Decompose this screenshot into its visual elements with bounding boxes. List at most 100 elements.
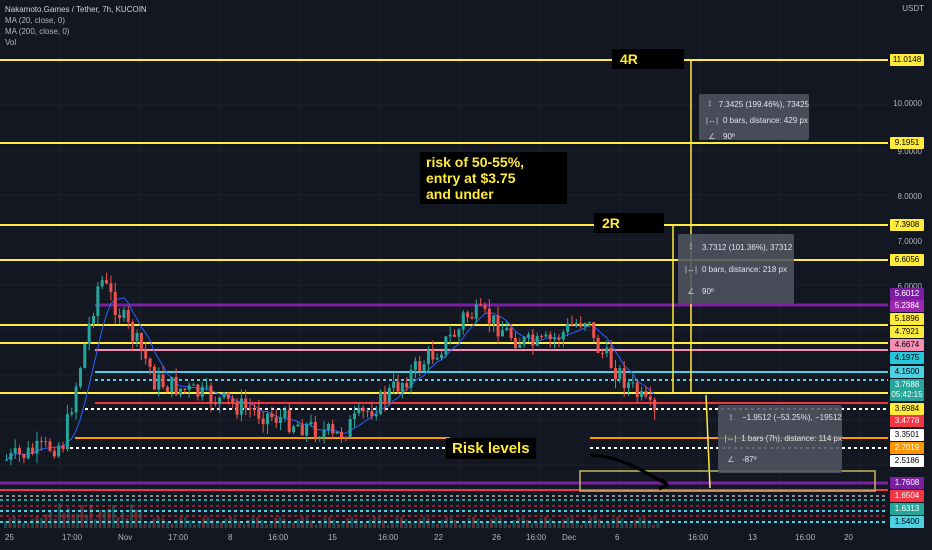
time-tick: Dec (562, 533, 577, 542)
volume-legend[interactable]: Vol (5, 38, 17, 47)
range-icon: ⟟ (689, 242, 693, 251)
candle-body (609, 347, 613, 368)
risk-note[interactable]: risk of 50-55%, entry at $3.75 and under (420, 152, 567, 204)
volume-bar (620, 518, 624, 528)
measure-tooltip-4r[interactable]: ⟟ 7.3425 (199.46%), 73425 |↔| 0 bars, dist… (699, 94, 809, 141)
time-tick: 16:00 (526, 533, 547, 542)
candle-body (644, 391, 648, 397)
2r-label[interactable]: 2R (594, 213, 664, 233)
price-label: 1.6313 (890, 503, 924, 515)
candle-body (435, 357, 439, 360)
volume-bar (494, 517, 498, 528)
volume-bar (215, 522, 219, 528)
volume-bar (539, 518, 543, 528)
volume-bar (364, 523, 367, 528)
bars-icon: |↔| (684, 264, 698, 274)
ma-200-legend[interactable]: MA (200, close, 0) (5, 27, 70, 36)
volume-bar (616, 517, 619, 528)
candle-body (122, 309, 126, 319)
volume-bar (256, 517, 259, 528)
candle-body (222, 392, 226, 398)
candle-body (326, 423, 330, 430)
volume-bar (26, 522, 30, 528)
volume-bar (193, 524, 196, 528)
measure-tooltip-2r[interactable]: ⟟ 3.7312 (101.36%), 37312 |↔| 0 bars, dist… (678, 234, 794, 304)
volume-bar (386, 524, 390, 528)
time-tick: 13 (748, 533, 757, 542)
volume-bar (107, 508, 111, 528)
candle-body (61, 445, 65, 450)
volume-bar (103, 510, 106, 528)
volume-bar (292, 522, 295, 528)
volume-bar (134, 509, 138, 528)
time-tick: 16:00 (378, 533, 399, 542)
candle-body (305, 424, 309, 436)
volume-bar (67, 507, 70, 528)
candle-body (135, 333, 139, 342)
candle-body (257, 409, 261, 419)
measure-tooltip-risk[interactable]: ⟟ −1.9512 (−53.25%), −19512 |↔| 1 bars (7h… (718, 405, 842, 473)
candle-body (300, 424, 304, 436)
volume-bar (278, 517, 282, 528)
volume-bar (368, 519, 372, 528)
candle-body (22, 454, 26, 459)
candle-body (92, 316, 95, 324)
volume-bar (404, 519, 408, 528)
candle-body (631, 382, 635, 384)
price-label: 4.1500 (890, 366, 924, 378)
candle-body (48, 441, 52, 451)
candle-body (470, 317, 474, 319)
candle-body (100, 280, 104, 287)
candle-body (396, 381, 400, 392)
candle-body (635, 382, 639, 397)
volume-bar (566, 517, 570, 528)
currency-label[interactable]: USDT (902, 4, 924, 13)
volume-bar (197, 520, 201, 528)
volume-bar (431, 521, 435, 528)
volume-bar (310, 520, 313, 528)
candle-body (339, 431, 343, 438)
price-label: 7.3908 (890, 219, 924, 231)
volume-bar (22, 522, 25, 528)
candle-body (387, 388, 391, 402)
price-label: 1.5400 (890, 516, 924, 528)
volume-bar (413, 522, 417, 528)
volume-bar (220, 522, 223, 528)
price-label: 3.4778 (890, 415, 924, 427)
candle-body (570, 324, 574, 326)
volume-bar (580, 524, 583, 528)
risk-levels-label[interactable]: Risk levels (446, 438, 536, 459)
candle-body (313, 421, 317, 439)
candle-body (157, 374, 161, 390)
volume-bar (31, 518, 34, 528)
time-tick: 20 (844, 533, 853, 542)
candle-body (18, 448, 22, 455)
candle-body (96, 286, 100, 317)
volume-bar (94, 518, 97, 528)
volume-bar (656, 521, 660, 528)
candle-body (361, 407, 365, 412)
volume-bar (602, 523, 606, 528)
candle-body (74, 386, 78, 413)
candle-body (144, 350, 148, 359)
candle-body (296, 424, 300, 427)
ma-20-legend[interactable]: MA (20, close, 0) (5, 16, 66, 25)
volume-bar (409, 523, 412, 528)
candle-body (165, 387, 169, 393)
volume-bar (391, 520, 394, 528)
volume-bar (359, 521, 363, 528)
candle-body (13, 448, 17, 454)
volume-bar (557, 523, 561, 528)
moving-average (6, 297, 655, 461)
candle-body (413, 361, 417, 370)
candle-body (553, 337, 557, 340)
volume-bar (472, 517, 475, 528)
volume-bar (328, 517, 331, 528)
price-tick: 10.0000 (893, 99, 922, 108)
candle-body (348, 418, 352, 438)
symbol-title[interactable]: Nakamoto.Games / Tether, 7h, KUCOIN (5, 5, 147, 14)
candle-body (52, 450, 56, 457)
4r-label[interactable]: 4R (612, 49, 684, 69)
candle-body (183, 388, 187, 390)
candle-body (235, 403, 239, 415)
